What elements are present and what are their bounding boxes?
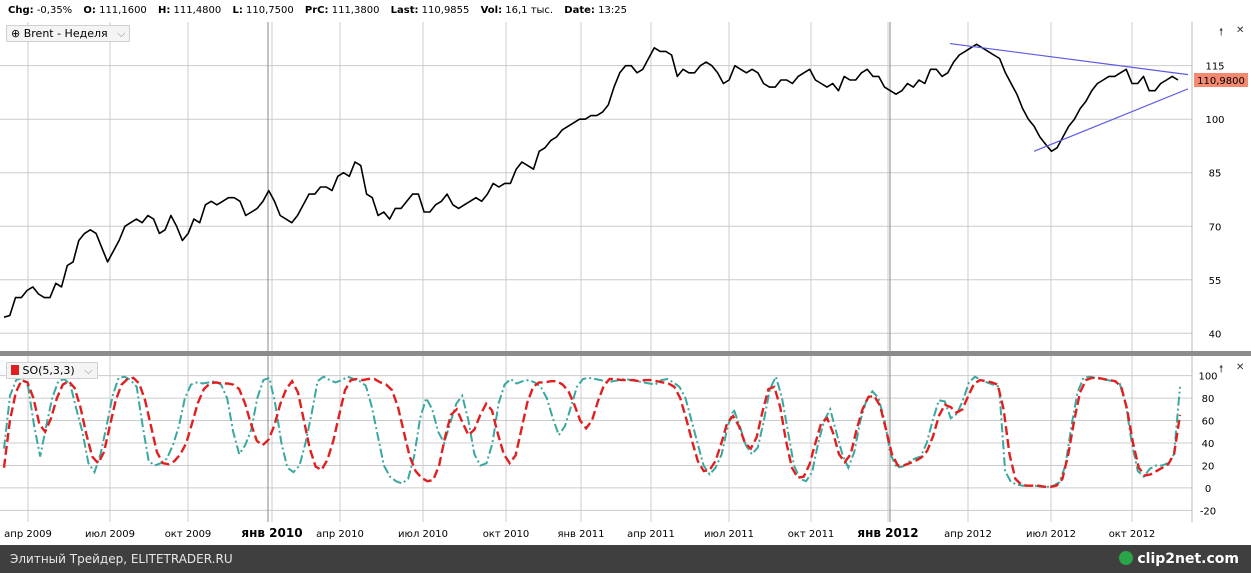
y-tick-label: 85	[1209, 169, 1222, 180]
x-tick-label: окт 2009	[165, 529, 212, 540]
y-tick-label: 55	[1209, 276, 1222, 287]
x-tick-label: июл 2012	[1026, 529, 1076, 540]
x-tick-label: янв 2012	[857, 526, 918, 540]
low-field: L: 110,7500	[232, 5, 294, 16]
osc-y-tick-label: 100	[1198, 372, 1217, 383]
x-tick-label: окт 2011	[788, 529, 835, 540]
instrument-icon: ⊕	[11, 27, 21, 40]
osc-y-tick-label: 40	[1202, 439, 1215, 450]
panel-splitter[interactable]	[0, 351, 1251, 356]
main-panel-label: Brent - Неделя	[23, 27, 108, 40]
pin-icon[interactable]: 🠕	[1219, 364, 1224, 375]
osc-panel-label: SO(5,3,3)	[22, 364, 75, 377]
osc-y-tick-label: 0	[1205, 484, 1211, 495]
close-icon[interactable]: ✕	[1236, 25, 1245, 36]
open-field: O: 111,1600	[83, 5, 147, 16]
stoch-d-line	[2, 376, 1182, 489]
osc-y-tick-label: 80	[1202, 394, 1215, 405]
osc-background	[0, 356, 1251, 545]
y-tick-label: 100	[1205, 115, 1224, 126]
date-field: Date: 13:25	[564, 5, 627, 16]
x-tick-label: июл 2009	[85, 529, 135, 540]
footer-bar: Элитный Трейдер, ELITETRADER.RU clip2net…	[0, 545, 1251, 573]
y-tick-label: 70	[1209, 222, 1222, 233]
quote-info-bar: Chg: -0,35% O: 111,1600 H: 111,4800 L: 1…	[0, 0, 1251, 23]
pin-icon[interactable]: 🠕	[1219, 27, 1224, 38]
osc-panel-selector[interactable]: SO(5,3,3) ⌵	[6, 362, 98, 379]
last-field: Last: 110,9855	[390, 5, 470, 16]
last-value-badge	[1194, 73, 1248, 88]
indicator-color-icon	[11, 365, 19, 375]
main-panel-selector[interactable]: ⊕ Brent - Неделя ⌵	[6, 25, 131, 42]
x-tick-label: июл 2011	[704, 529, 754, 540]
x-tick-label: июл 2010	[398, 529, 448, 540]
x-tick-label: апр 2009	[4, 529, 52, 540]
chevron-down-icon: ⌵	[117, 27, 126, 40]
osc-y-tick-label: 20	[1202, 461, 1215, 472]
osc-y-tick-label: 60	[1202, 417, 1215, 428]
prev-close-field: PrC: 111,3800	[304, 5, 380, 16]
stochastic-chart[interactable]: -20 0 20 40 60 80 100 апр 2009 июл 2009 окт 2009 я…	[0, 356, 1251, 545]
clip2net-logo-icon	[1119, 551, 1134, 565]
x-tick-label: окт 2010	[483, 529, 530, 540]
y-tick-label: 40	[1209, 329, 1222, 340]
close-icon[interactable]: ✕	[1236, 362, 1245, 373]
clip2net-logo: clip2net.com	[1119, 545, 1239, 573]
high-field: H: 111,4800	[157, 5, 222, 16]
chg-field: Chg: -0,35%	[8, 5, 73, 16]
trendline-upper	[949, 42, 1189, 76]
x-tick-label: апр 2010	[316, 529, 364, 540]
footer-credit: Элитный Трейдер, ELITETRADER.RU	[10, 552, 233, 566]
osc-y-tick-label: -20	[1200, 506, 1216, 517]
x-tick-label: окт 2012	[1109, 529, 1156, 540]
x-tick-label: янв 2010	[241, 526, 302, 540]
trendline-lower	[1033, 88, 1189, 152]
x-tick-label: апр 2011	[627, 529, 675, 540]
x-tick-label: янв 2011	[557, 529, 604, 540]
plot-background	[0, 22, 1251, 351]
last-value-label: 110,9800	[1197, 76, 1245, 87]
chevron-down-icon: ⌵	[84, 364, 93, 377]
volume-field: Vol: 16,1 тыс.	[480, 5, 554, 16]
price-chart[interactable]: 40 55 70 85 100 115 110,9800	[0, 22, 1251, 351]
y-tick-label: 115	[1205, 62, 1224, 73]
x-tick-label: апр 2012	[944, 529, 992, 540]
